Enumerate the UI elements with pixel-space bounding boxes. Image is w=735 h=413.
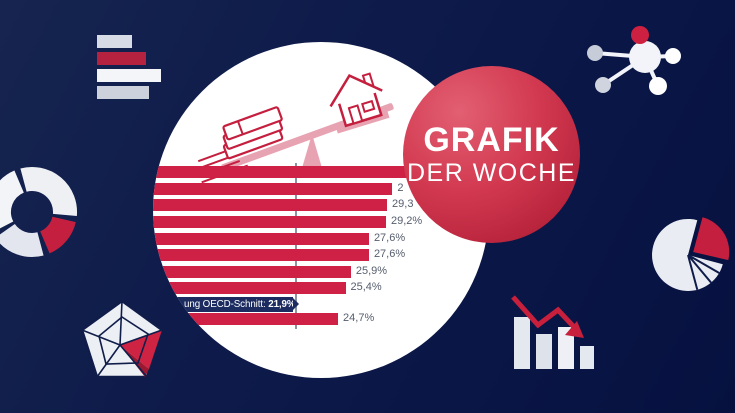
badge-title: GRAFIK (423, 121, 560, 159)
bar (153, 282, 346, 294)
radar-pentagon-chart-icon (80, 299, 164, 379)
bar-value-label: 25,9% (355, 265, 388, 277)
bar (153, 216, 386, 228)
bar-value-label: 29,2% (390, 215, 423, 227)
seesaw-money-house-illustration (196, 72, 394, 184)
grafik-der-woche-badge: GRAFIK DER WOCHE (403, 66, 580, 243)
bar-value-label: 27,6% (373, 248, 406, 260)
bar-value-label: 24,7% (343, 312, 375, 324)
bar-value-label: 2 (397, 182, 404, 194)
network-nodes-icon (587, 26, 681, 95)
horizontal-bar-chart-icon (97, 35, 161, 99)
house-icon (329, 72, 390, 134)
bar-value-label: 25,4% (350, 281, 382, 293)
bar (153, 233, 369, 245)
bar (153, 199, 388, 211)
seesaw-fulcrum (302, 134, 322, 168)
pie-chart-icon (652, 217, 730, 291)
ribbon-pointer (293, 298, 299, 310)
donut-chart-icon (0, 166, 77, 257)
bar (153, 249, 369, 261)
bar (153, 166, 416, 178)
oecd-average-ribbon: ung OECD-Schnitt: 21,9% (153, 297, 299, 312)
oecd-average-line (295, 163, 297, 329)
bar-value-label: 29,3 (392, 198, 414, 210)
badge-subtitle: DER WOCHE (406, 159, 577, 187)
oecd-average-label: ung OECD-Schnitt: 21,9% (184, 298, 296, 310)
bar (153, 183, 393, 195)
banknotes-icon (196, 106, 284, 184)
declining-bar-chart-icon (511, 295, 594, 369)
bar (153, 313, 339, 325)
bar-value-label: 27,6% (373, 232, 406, 244)
bar (153, 266, 351, 278)
